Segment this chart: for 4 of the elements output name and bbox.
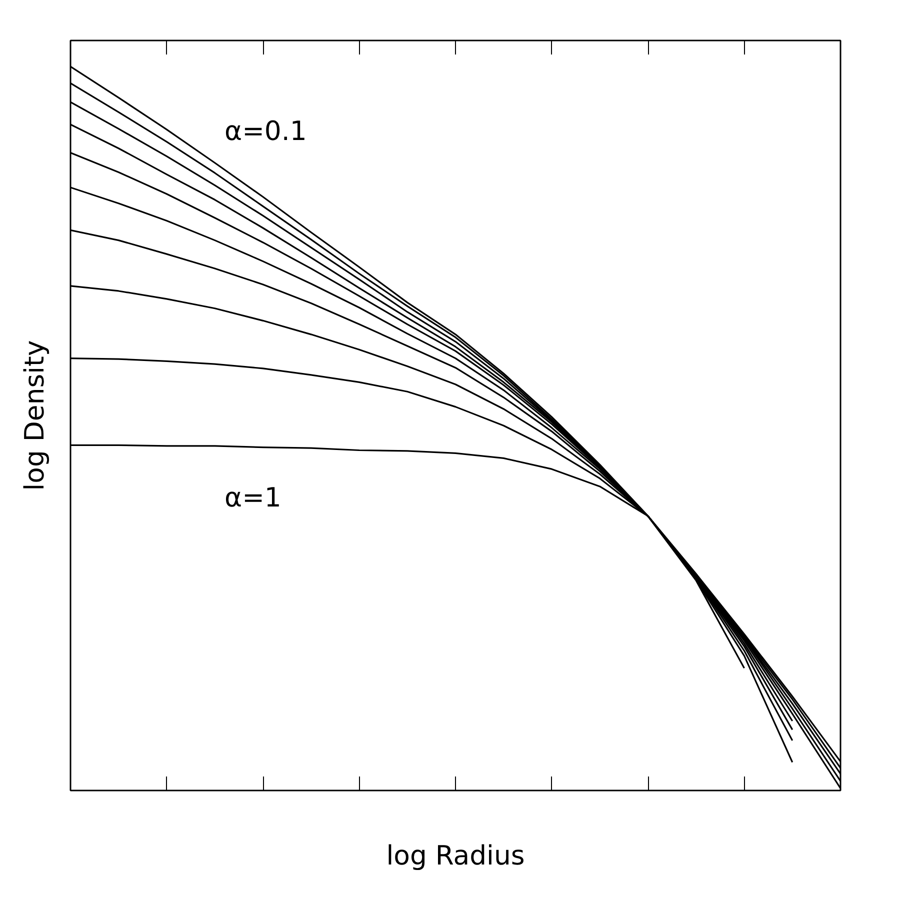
annotation: α=1 [224, 482, 282, 514]
x-axis-title: log Radius [386, 840, 525, 872]
y-axis-title: log Density [20, 340, 50, 491]
annotation: α=0.1 [224, 116, 307, 148]
